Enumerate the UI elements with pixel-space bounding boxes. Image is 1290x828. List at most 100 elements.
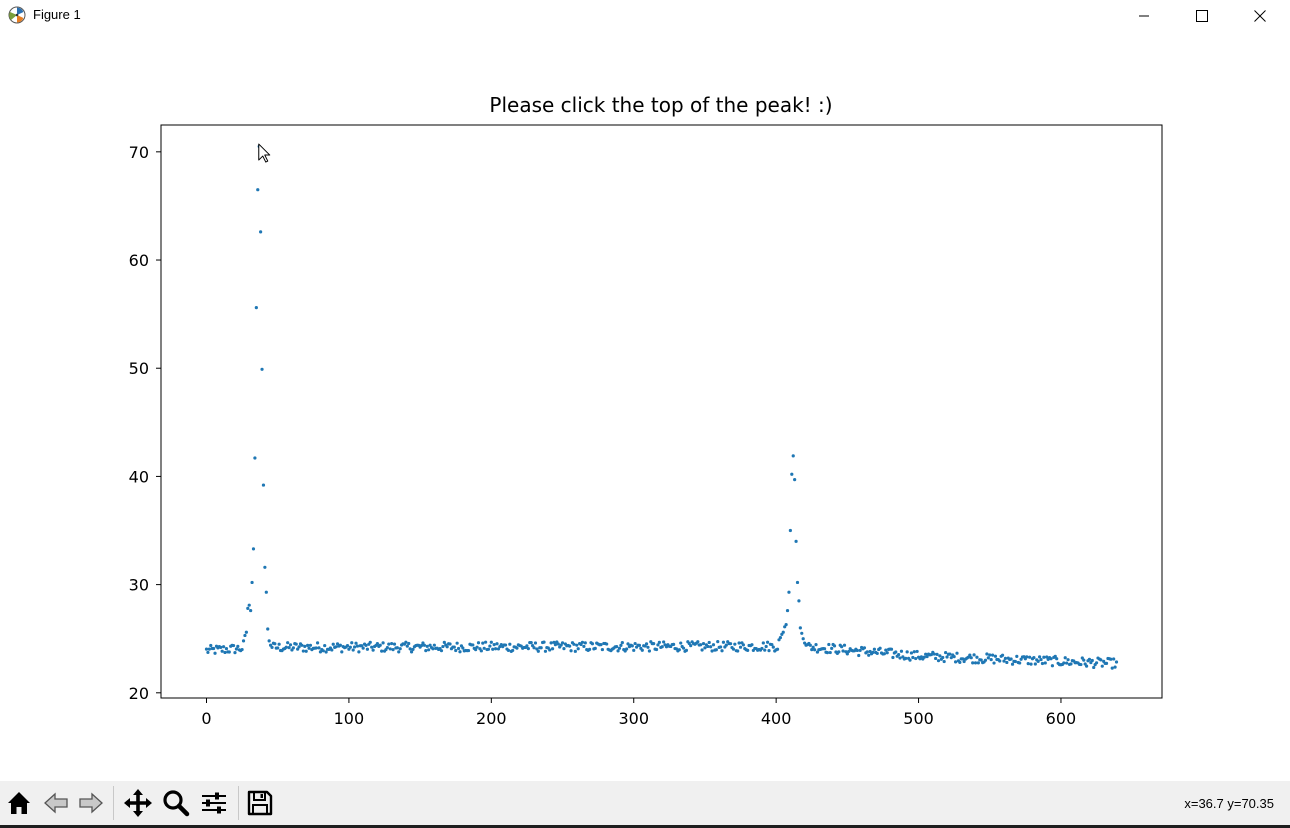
- pan-icon: [124, 789, 152, 817]
- data-point: [532, 646, 536, 650]
- data-point: [213, 651, 217, 655]
- data-point: [476, 641, 481, 645]
- data-point: [1043, 661, 1047, 665]
- pan-button[interactable]: [121, 786, 155, 820]
- data-point: [276, 646, 280, 650]
- app-icon: [8, 6, 26, 24]
- data-point: [492, 643, 496, 647]
- maximize-button[interactable]: [1179, 0, 1225, 31]
- data-point: [553, 643, 558, 647]
- data-point: [1032, 655, 1036, 660]
- data-point: [256, 188, 260, 192]
- home-button[interactable]: [2, 786, 36, 820]
- data-point: [259, 230, 263, 234]
- close-button[interactable]: [1237, 0, 1283, 31]
- data-point: [253, 456, 257, 460]
- data-point: [442, 640, 446, 644]
- data-point: [632, 648, 636, 652]
- data-point: [1050, 664, 1055, 668]
- window-titlebar: Figure 1: [0, 0, 1290, 31]
- save-icon: [247, 790, 273, 816]
- data-point: [1049, 657, 1053, 661]
- data-point: [441, 644, 445, 649]
- forward-button[interactable]: [74, 786, 108, 820]
- data-point: [206, 650, 210, 655]
- data-point: [784, 623, 788, 627]
- data-point: [454, 648, 458, 653]
- data-point: [1045, 655, 1049, 659]
- minimize-button[interactable]: [1121, 0, 1167, 31]
- data-point: [908, 658, 912, 662]
- data-point: [1003, 656, 1008, 660]
- data-point: [419, 643, 424, 648]
- data-point: [696, 640, 700, 644]
- window-title: Figure 1: [33, 7, 81, 22]
- data-point: [724, 643, 728, 647]
- configure-subplots-button[interactable]: [197, 786, 231, 820]
- data-point: [790, 472, 794, 476]
- data-point: [575, 643, 579, 647]
- scatter-plot[interactable]: Please click the top of the peak! :) 0 10…: [0, 31, 1290, 781]
- axes: 0 100 200 300 400 500 600 20 30 40 50 60 70: [129, 124, 1163, 728]
- data-point: [409, 650, 414, 654]
- data-point: [1033, 662, 1037, 666]
- data-point: [912, 650, 916, 654]
- data-point: [738, 645, 743, 649]
- data-point: [1104, 661, 1109, 665]
- zoom-button[interactable]: [159, 786, 193, 820]
- data-point: [935, 652, 939, 656]
- data-point: [619, 643, 623, 647]
- data-point: [867, 653, 871, 657]
- data-point: [488, 644, 492, 648]
- data-point: [633, 641, 637, 646]
- data-point: [308, 643, 313, 647]
- data-point: [1002, 659, 1006, 663]
- data-point: [370, 645, 374, 649]
- data-point: [221, 645, 226, 649]
- data-point: [397, 650, 401, 654]
- data-point: [788, 528, 792, 533]
- forward-icon: [79, 792, 103, 814]
- data-point: [719, 645, 723, 649]
- data-point: [640, 648, 644, 652]
- data-point: [445, 645, 449, 649]
- data-point: [368, 640, 372, 644]
- y-tick-label: 70: [129, 143, 149, 162]
- data-point: [714, 648, 718, 652]
- data-point: [247, 603, 251, 607]
- data-point: [549, 641, 553, 645]
- data-point: [395, 646, 399, 650]
- data-point: [998, 659, 1002, 663]
- data-point: [894, 650, 898, 654]
- save-button[interactable]: [243, 786, 277, 820]
- data-point: [573, 649, 577, 653]
- data-point: [815, 650, 820, 654]
- data-point: [227, 650, 231, 654]
- data-point: [885, 651, 889, 655]
- toolbar-separator: [238, 786, 239, 820]
- data-point: [1042, 655, 1046, 659]
- back-button[interactable]: [39, 786, 73, 820]
- data-point: [294, 642, 298, 646]
- data-point: [941, 655, 945, 660]
- data-point: [385, 645, 389, 650]
- data-point: [286, 641, 290, 645]
- data-point: [391, 648, 395, 652]
- data-point: [439, 649, 444, 653]
- home-icon: [8, 792, 30, 814]
- data-point: [1113, 665, 1117, 669]
- data-point: [261, 483, 266, 487]
- data-point: [425, 644, 429, 648]
- data-point: [552, 640, 556, 644]
- data-point: [771, 645, 775, 649]
- data-point: [212, 646, 216, 651]
- data-point: [857, 653, 861, 658]
- data-point: [576, 647, 580, 651]
- data-point: [1038, 655, 1042, 659]
- data-point: [1025, 655, 1029, 659]
- data-point: [781, 630, 785, 634]
- data-point: [479, 649, 483, 653]
- data-point: [515, 646, 519, 650]
- data-point: [904, 656, 908, 661]
- figure-canvas[interactable]: Please click the top of the peak! :) 0 10…: [0, 31, 1290, 781]
